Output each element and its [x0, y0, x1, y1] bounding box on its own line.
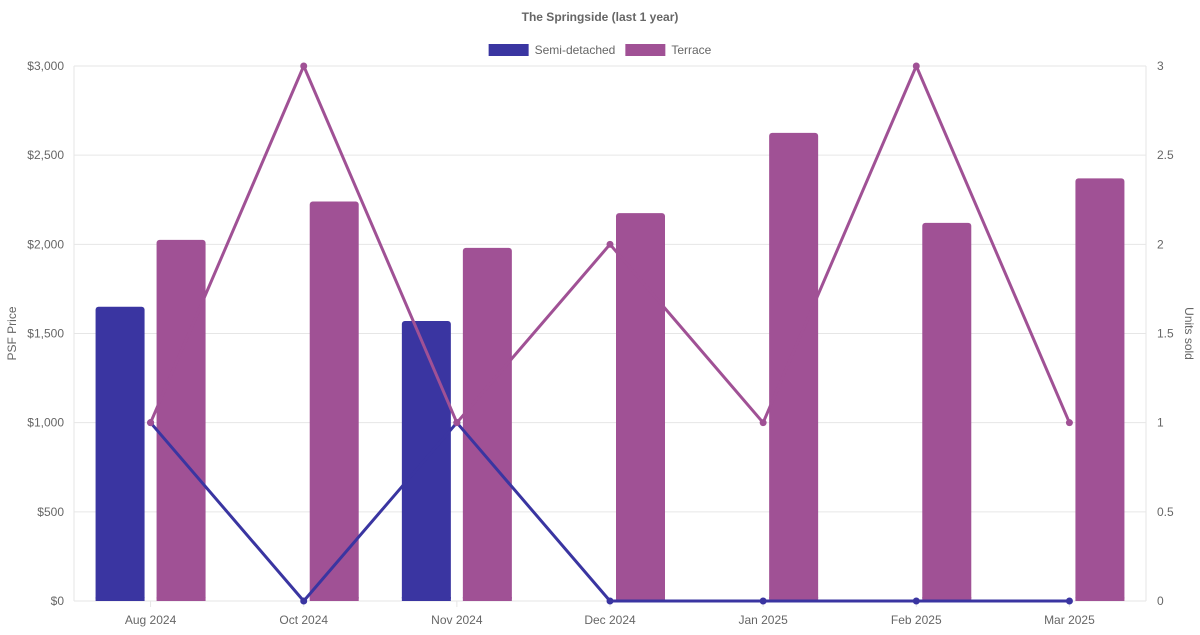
y-left-tick-label: $2,500 — [27, 148, 64, 162]
bar-base-terrace-mar-2025 — [1075, 597, 1125, 601]
legend-swatch-terrace[interactable] — [625, 44, 666, 56]
point-terrace-nov-2024[interactable] — [453, 419, 461, 427]
axes: $0 $500 $1,000 $1,500 $2,000 $2,500 $3,000 0 0.5… — [5, 59, 1196, 627]
point-terrace-mar-2025[interactable] — [1065, 419, 1073, 427]
x-tick-label-jan-2025: Jan 2025 — [738, 613, 788, 627]
y-right-tick-label: 0.5 — [1157, 505, 1174, 519]
y-left-tick-label: $1,000 — [27, 416, 64, 430]
chart-title: The Springside (last 1 year) — [522, 10, 679, 24]
point-semi-detached-oct-2024[interactable] — [300, 597, 308, 605]
point-semi-detached-feb-2025[interactable] — [912, 597, 920, 605]
bar-terrace-jan-2025[interactable] — [769, 132, 819, 601]
grid — [73, 65, 1147, 607]
x-tick-label-aug-2024: Aug 2024 — [125, 613, 177, 627]
bar-base-terrace-dec-2024 — [616, 597, 665, 601]
x-tick-label-nov-2024: Nov 2024 — [431, 613, 483, 627]
legend-label-semi-detached[interactable]: Semi-detached — [535, 43, 616, 57]
y-right-tick-label: 1.5 — [1157, 327, 1174, 341]
bar-terrace-mar-2025[interactable] — [1075, 178, 1125, 601]
bar-semi-detached-aug-2024[interactable] — [95, 306, 145, 601]
legend[interactable]: Semi-detached Terrace — [488, 43, 712, 57]
x-tick-label-mar-2025: Mar 2025 — [1044, 613, 1095, 627]
y-right-tick-label: 3 — [1157, 59, 1164, 73]
point-semi-detached-mar-2025[interactable] — [1065, 597, 1073, 605]
bar-base-terrace-oct-2024 — [309, 597, 359, 601]
x-tick-label-dec-2024: Dec 2024 — [584, 613, 636, 627]
x-tick-label-oct-2024: Oct 2024 — [279, 613, 328, 627]
bar-terrace-oct-2024[interactable] — [309, 201, 359, 602]
legend-swatch-semi-detached[interactable] — [488, 44, 529, 56]
bars — [95, 132, 1125, 602]
point-semi-detached-dec-2024[interactable] — [606, 597, 614, 605]
y-left-tick-label: $2,000 — [27, 237, 64, 251]
y-left-tick-label: $1,500 — [27, 327, 64, 341]
y-right-tick-label: 2.5 — [1157, 148, 1174, 162]
bar-base-terrace-jan-2025 — [769, 597, 819, 601]
x-tick-label-feb-2025: Feb 2025 — [891, 613, 942, 627]
bar-terrace-aug-2024[interactable] — [156, 239, 206, 601]
bar-base-terrace-aug-2024 — [156, 597, 206, 601]
point-terrace-jan-2025[interactable] — [759, 419, 767, 427]
bar-base-semi-detached-aug-2024 — [95, 597, 145, 601]
point-terrace-oct-2024[interactable] — [300, 62, 308, 70]
y-right-tick-label: 2 — [1157, 237, 1164, 251]
y-left-tick-label: $3,000 — [27, 59, 64, 73]
point-terrace-aug-2024[interactable] — [147, 419, 155, 427]
y-right-axis-title: Units sold — [1182, 307, 1196, 360]
point-terrace-feb-2025[interactable] — [912, 62, 920, 70]
bar-terrace-dec-2024[interactable] — [616, 213, 665, 601]
y-left-axis-title: PSF Price — [5, 306, 19, 360]
bar-base-terrace-nov-2024 — [462, 597, 512, 601]
y-right-tick-label: 1 — [1157, 416, 1164, 430]
bar-terrace-feb-2025[interactable] — [922, 222, 972, 601]
bar-base-terrace-feb-2025 — [922, 597, 972, 601]
y-right-tick-label: 0 — [1157, 594, 1164, 608]
bar-base-semi-detached-nov-2024 — [401, 597, 451, 601]
bar-terrace-nov-2024[interactable] — [462, 247, 512, 601]
y-left-tick-label: $0 — [51, 594, 65, 608]
point-terrace-dec-2024[interactable] — [606, 240, 614, 248]
legend-label-terrace[interactable]: Terrace — [671, 43, 711, 57]
bar-semi-detached-nov-2024[interactable] — [401, 321, 451, 601]
point-semi-detached-jan-2025[interactable] — [759, 597, 767, 605]
lines — [147, 62, 1073, 605]
y-left-tick-label: $500 — [37, 505, 64, 519]
